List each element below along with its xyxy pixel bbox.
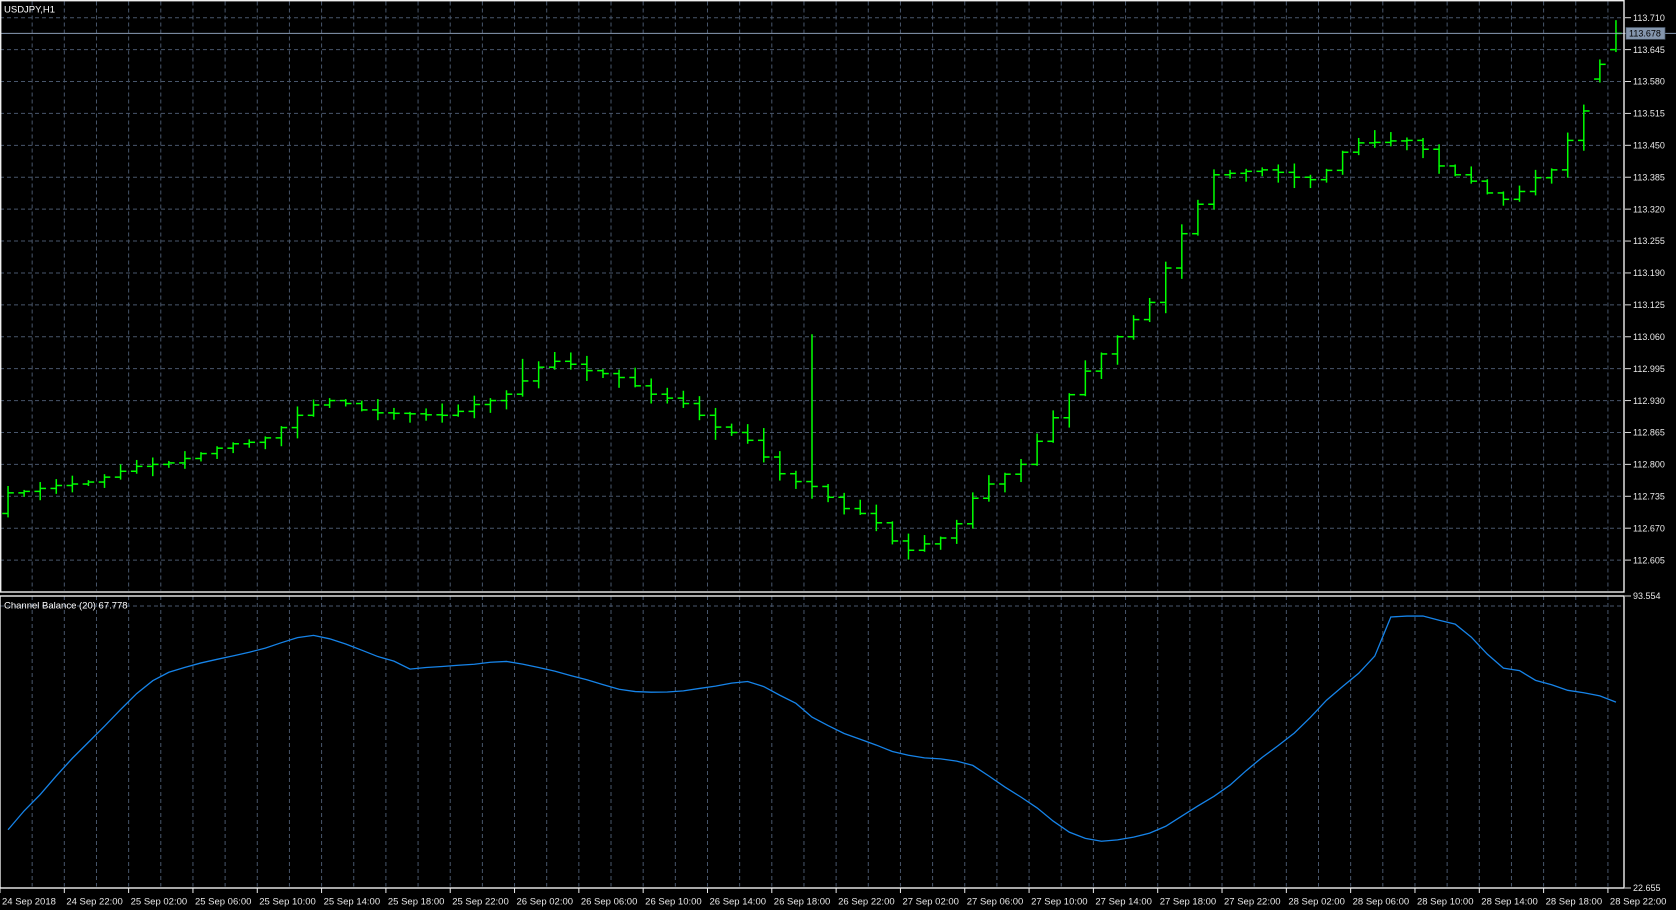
svg-text:113.320: 113.320 xyxy=(1633,204,1665,214)
svg-text:113.125: 113.125 xyxy=(1633,300,1665,310)
svg-text:26 Sep 22:00: 26 Sep 22:00 xyxy=(838,897,895,908)
svg-text:27 Sep 10:00: 27 Sep 10:00 xyxy=(1031,897,1088,908)
svg-text:112.995: 112.995 xyxy=(1633,364,1665,374)
svg-text:26 Sep 06:00: 26 Sep 06:00 xyxy=(581,897,638,908)
svg-text:25 Sep 14:00: 25 Sep 14:00 xyxy=(324,897,381,908)
svg-text:113.580: 113.580 xyxy=(1633,77,1665,87)
svg-text:25 Sep 06:00: 25 Sep 06:00 xyxy=(195,897,252,908)
svg-text:112.605: 112.605 xyxy=(1633,555,1665,565)
svg-text:28 Sep 10:00: 28 Sep 10:00 xyxy=(1417,897,1474,908)
svg-text:25 Sep 18:00: 25 Sep 18:00 xyxy=(388,897,445,908)
svg-text:113.515: 113.515 xyxy=(1633,109,1665,119)
svg-text:113.450: 113.450 xyxy=(1633,141,1665,151)
svg-text:113.678: 113.678 xyxy=(1629,28,1661,38)
svg-text:27 Sep 02:00: 27 Sep 02:00 xyxy=(902,897,959,908)
svg-text:26 Sep 18:00: 26 Sep 18:00 xyxy=(774,897,831,908)
svg-text:Channel Balance (20) 67.778: Channel Balance (20) 67.778 xyxy=(4,601,128,612)
svg-text:24 Sep 2018: 24 Sep 2018 xyxy=(2,897,56,908)
svg-text:113.255: 113.255 xyxy=(1633,236,1665,246)
svg-text:26 Sep 02:00: 26 Sep 02:00 xyxy=(517,897,574,908)
svg-text:25 Sep 22:00: 25 Sep 22:00 xyxy=(452,897,509,908)
svg-text:112.930: 112.930 xyxy=(1633,396,1665,406)
svg-text:27 Sep 06:00: 27 Sep 06:00 xyxy=(967,897,1024,908)
svg-text:112.800: 112.800 xyxy=(1633,460,1665,470)
svg-text:93.554: 93.554 xyxy=(1633,591,1661,601)
svg-text:28 Sep 06:00: 28 Sep 06:00 xyxy=(1353,897,1410,908)
svg-text:25 Sep 02:00: 25 Sep 02:00 xyxy=(131,897,188,908)
svg-text:28 Sep 18:00: 28 Sep 18:00 xyxy=(1546,897,1603,908)
svg-text:113.645: 113.645 xyxy=(1633,45,1665,55)
svg-text:26 Sep 14:00: 26 Sep 14:00 xyxy=(709,897,766,908)
svg-text:28 Sep 22:00: 28 Sep 22:00 xyxy=(1610,897,1667,908)
svg-text:28 Sep 02:00: 28 Sep 02:00 xyxy=(1288,897,1345,908)
svg-text:24 Sep 22:00: 24 Sep 22:00 xyxy=(66,897,123,908)
svg-text:112.735: 112.735 xyxy=(1633,491,1665,501)
svg-text:27 Sep 14:00: 27 Sep 14:00 xyxy=(1095,897,1152,908)
svg-text:113.710: 113.710 xyxy=(1633,13,1665,23)
svg-text:112.865: 112.865 xyxy=(1633,428,1665,438)
svg-text:27 Sep 18:00: 27 Sep 18:00 xyxy=(1160,897,1217,908)
svg-text:26 Sep 10:00: 26 Sep 10:00 xyxy=(645,897,702,908)
svg-text:27 Sep 22:00: 27 Sep 22:00 xyxy=(1224,897,1281,908)
svg-text:113.385: 113.385 xyxy=(1633,172,1665,182)
svg-text:25 Sep 10:00: 25 Sep 10:00 xyxy=(259,897,316,908)
svg-text:28 Sep 14:00: 28 Sep 14:00 xyxy=(1481,897,1538,908)
svg-text:22.655: 22.655 xyxy=(1633,883,1661,893)
svg-text:113.060: 113.060 xyxy=(1633,332,1665,342)
svg-text:113.190: 113.190 xyxy=(1633,268,1665,278)
svg-text:112.670: 112.670 xyxy=(1633,523,1665,533)
svg-text:USDJPY,H1: USDJPY,H1 xyxy=(4,5,55,16)
